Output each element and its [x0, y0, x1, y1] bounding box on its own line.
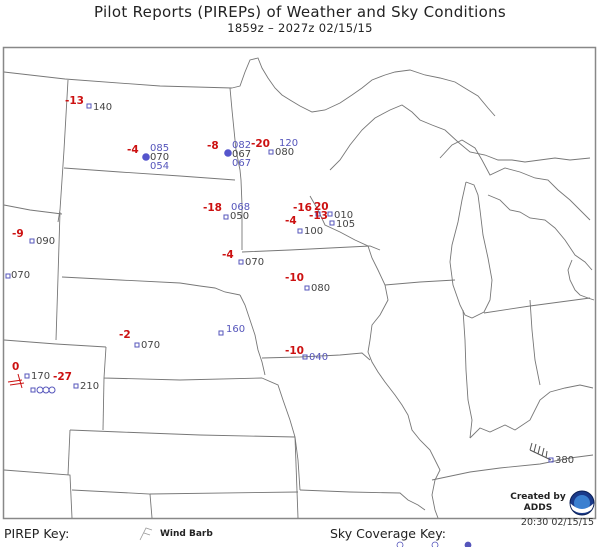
- marker-r2: [142, 153, 150, 161]
- report-r3-top: 082: [232, 140, 252, 151]
- report-r1-temp: -13: [65, 95, 84, 107]
- report-r8-temp: -16: [293, 202, 312, 214]
- wind-barb-key-label: Wind Barb: [160, 529, 213, 539]
- marker-r4: [268, 149, 274, 155]
- sky-coverage-key-label: Sky Coverage Key:: [330, 526, 446, 541]
- marker-r17: [24, 373, 30, 379]
- report-r15-alt: 160: [226, 324, 246, 335]
- marker-r15: [218, 330, 224, 336]
- marker-r9b: [327, 211, 333, 217]
- report-r10-alt: 105: [336, 219, 356, 230]
- overlapping-reports-cluster: [7, 373, 25, 389]
- report-r9-alt: 010: [334, 210, 354, 221]
- map-frame: [2, 46, 597, 520]
- adds-credit: Created by ADDS: [506, 492, 570, 514]
- sky-coverage-key-icons: [396, 541, 472, 547]
- marker-r14: [134, 342, 140, 348]
- marker-cluster: [30, 387, 36, 393]
- report-r4-top: 120: [279, 138, 299, 149]
- marker-r7: [223, 214, 229, 220]
- sky-markers: [5, 103, 554, 463]
- report-r7-temp: -18: [203, 202, 222, 214]
- marker-r19: [73, 383, 79, 389]
- report-r20-alt: 380: [555, 455, 575, 466]
- credit-line-2: ADDS: [523, 503, 553, 513]
- marker-r16: [302, 354, 308, 360]
- report-r12-alt: 070: [245, 257, 265, 268]
- marker-r10: [329, 220, 335, 226]
- state-boundaries: [3, 57, 595, 519]
- marker-r13: [304, 285, 310, 291]
- report-r11-alt: 100: [304, 226, 324, 237]
- credit-line-1: Created by: [510, 492, 566, 502]
- generated-timestamp: 20:30 02/15/15: [520, 517, 594, 528]
- report-r2-top: 085: [150, 143, 170, 154]
- wind-barb-icon: [529, 442, 552, 461]
- report-r3-mid: 067: [232, 149, 252, 160]
- pirep-key-label: PIREP Key:: [4, 526, 70, 541]
- report-r16-alt: 040: [309, 352, 329, 363]
- report-r1-alt: 140: [93, 102, 113, 113]
- report-r2-temp: -4: [127, 144, 139, 156]
- report-r13-alt: 080: [311, 283, 331, 294]
- noaa-logo-icon: [569, 490, 595, 516]
- marker-r1: [86, 103, 92, 109]
- report-r7-top: 068: [231, 202, 251, 213]
- report-r5-temp: -9: [12, 228, 24, 240]
- report-r19-alt: 210: [80, 381, 100, 392]
- marker-r20: [548, 457, 554, 463]
- marker-r12: [238, 259, 244, 265]
- report-r2-mid: 070: [150, 152, 170, 163]
- marker-r11: [297, 228, 303, 234]
- marker-r3: [224, 149, 232, 157]
- report-r16-temp: -10: [285, 345, 304, 357]
- report-r3-temp: -8: [207, 140, 219, 152]
- report-r17-alt: 170: [31, 371, 51, 382]
- report-r5-alt: 090: [36, 236, 56, 247]
- wind-barb-key-icon: [139, 527, 153, 541]
- marker-r6: [5, 273, 11, 279]
- report-r2-bot: 054: [150, 161, 170, 172]
- report-r14-temp: -2: [119, 329, 131, 341]
- report-r6-alt: 070: [11, 270, 31, 281]
- report-r18-temp: -27: [53, 371, 72, 383]
- report-r13-temp: -10: [285, 272, 304, 284]
- report-r11-temp: -4: [285, 215, 297, 227]
- report-r12-temp: -4: [222, 249, 234, 261]
- report-r3-bot: 067: [232, 158, 252, 169]
- marker-r5: [29, 238, 35, 244]
- time-range: 1859z – 2027z 02/15/15: [227, 21, 373, 35]
- report-r17-temp: 0: [12, 361, 20, 373]
- chart-title: Pilot Reports (PIREPs) of Weather and Sk…: [93, 3, 507, 21]
- report-r4-alt: 080: [275, 147, 295, 158]
- report-r14-alt: 070: [141, 340, 161, 351]
- report-r4-temp: -20: [251, 138, 270, 150]
- report-r10-temp: -13: [309, 210, 328, 222]
- report-r9-temp: 20: [314, 201, 329, 213]
- report-r7-alt: 050: [230, 211, 250, 222]
- marker-r9: [315, 211, 321, 217]
